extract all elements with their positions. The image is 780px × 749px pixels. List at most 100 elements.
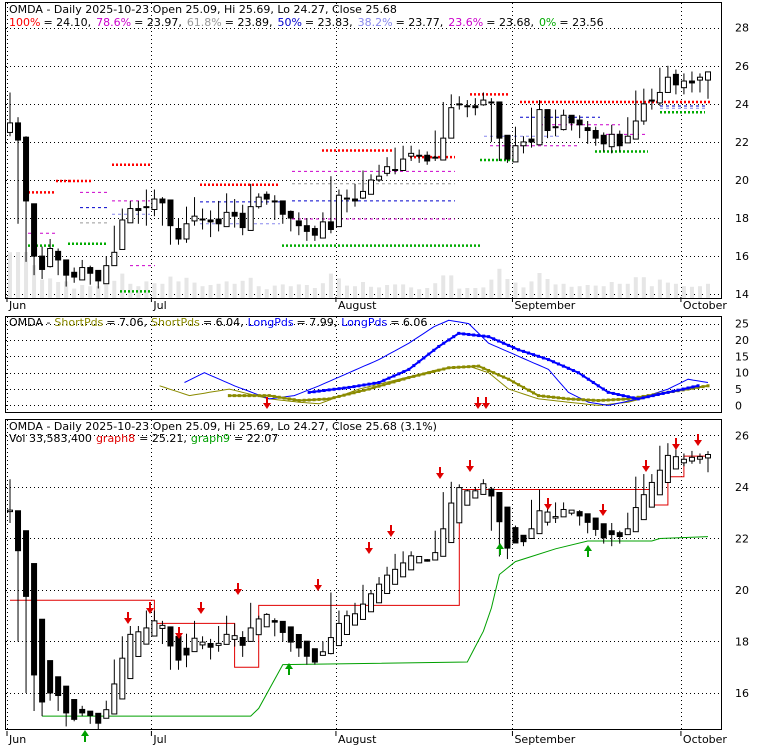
volume-bar: [32, 265, 37, 298]
volume-bar: [657, 279, 662, 298]
short-period-signal-dot: [337, 394, 341, 398]
price-x-label: October: [683, 299, 727, 312]
heikin-x-label: September: [514, 733, 575, 745]
short-period-signal-dot: [492, 371, 496, 375]
volume-bar: [240, 280, 245, 298]
long-period-signal-dot: [392, 374, 396, 378]
short-period-signal-dot: [467, 365, 471, 369]
volume-bar: [192, 282, 197, 298]
volume-bar: [96, 286, 101, 298]
heikin-body: [15, 510, 22, 552]
candle-body: [520, 141, 527, 147]
osc-y-tick-label: 10: [735, 367, 749, 380]
volume-bar: [361, 282, 366, 298]
heikin-body: [303, 640, 310, 657]
long-period-signal-dot: [536, 354, 540, 358]
long-period-signal-dot: [566, 366, 570, 370]
heikin-body: [287, 626, 294, 643]
candle-body: [191, 215, 198, 222]
candle-body: [295, 220, 302, 227]
candle-body: [608, 133, 615, 148]
heikin-body: [536, 510, 543, 535]
heikin-body: [416, 555, 423, 564]
volume-bar: [216, 283, 221, 298]
heikin-body: [167, 626, 174, 647]
heikin-body: [672, 456, 679, 470]
long-period-signal-dot: [387, 376, 391, 380]
short-period-signal-dot: [591, 398, 595, 402]
volume-bar: [665, 282, 670, 298]
heikin-body: [351, 613, 358, 626]
osc-y-tick-label: 20: [735, 334, 749, 347]
candle-body: [327, 221, 334, 230]
candle-body: [343, 197, 350, 200]
volume-bar: [40, 279, 45, 298]
heikin-body: [335, 622, 342, 647]
price-candles: [7, 65, 711, 289]
sell-arrow-head: [436, 473, 444, 479]
heikin-body: [215, 642, 222, 646]
heikin-body: [223, 633, 230, 645]
heikin-body: [424, 559, 431, 562]
candle-body: [600, 134, 607, 145]
candle-body: [400, 158, 407, 171]
oscillator-arrows: [263, 397, 490, 409]
price-x-axis: Jun Jul August September October: [6, 297, 727, 312]
candle-body: [231, 211, 238, 217]
heikin-body: [111, 683, 118, 715]
fib-legend: 100% = 24.10, 78.6% = 23.97, 61.8% = 23.89, 50…: [9, 16, 604, 29]
heikin-body: [191, 637, 198, 653]
candle-body: [95, 269, 102, 282]
short-period-signal-dot: [507, 377, 511, 381]
volume-bar: [513, 282, 518, 298]
volume-bar: [288, 286, 293, 298]
heikin-body: [87, 710, 94, 716]
short-period-signal-dot: [357, 390, 361, 394]
volume-bar: [224, 281, 229, 298]
heikin-body: [143, 627, 150, 645]
short-period-signal-dot: [282, 396, 286, 400]
candle-body: [127, 208, 134, 224]
heikin-body: [39, 618, 46, 703]
heikin-body: [520, 534, 527, 543]
heikin-body: [544, 511, 551, 523]
long-period-signal-dot: [502, 341, 506, 345]
short-period-signal-dot: [472, 364, 476, 368]
candle-body: [111, 251, 118, 267]
heikin-body: [23, 530, 30, 597]
heikin-x-label: Jul: [152, 733, 166, 745]
short-period-signal-dot: [372, 386, 376, 390]
short-period-signal-dot: [307, 398, 311, 402]
candle-body: [247, 206, 254, 231]
volume-bar: [441, 275, 446, 298]
long-period-signal-dot: [427, 352, 431, 356]
candle-body: [472, 105, 479, 109]
long-period-signal-dot: [591, 381, 595, 385]
short-period-signal-dot: [237, 394, 241, 398]
long-period-signal-dot: [601, 387, 605, 391]
buy-arrow-head: [496, 543, 504, 549]
volume-bar: [136, 286, 141, 298]
sell-arrow-head: [672, 444, 680, 450]
heikin-body: [608, 530, 615, 536]
candle-body: [632, 120, 639, 140]
short-period-signal-dot: [327, 397, 331, 401]
candle-body: [335, 194, 342, 228]
heikin-body: [327, 637, 334, 655]
candle-body: [392, 169, 399, 172]
heikin-x-axis: Jun Jul August September October: [6, 731, 727, 746]
long-period-signal-dot: [691, 385, 695, 389]
long-period-signal-dot: [442, 341, 446, 345]
candle-body: [15, 122, 22, 141]
fib-legend-value: = 23.89,: [225, 16, 273, 29]
candle-body: [672, 73, 679, 86]
long-period-signal-dot: [606, 390, 610, 394]
volume-bar: [208, 285, 213, 298]
short-period-signal-dot: [626, 397, 630, 401]
heikin-body: [376, 583, 383, 604]
heikin-body: [368, 593, 375, 613]
long-period-signal-dot: [641, 396, 645, 400]
short-period-signal-dot: [536, 394, 540, 398]
volume-bar: [449, 275, 454, 298]
candle-body: [183, 223, 190, 240]
